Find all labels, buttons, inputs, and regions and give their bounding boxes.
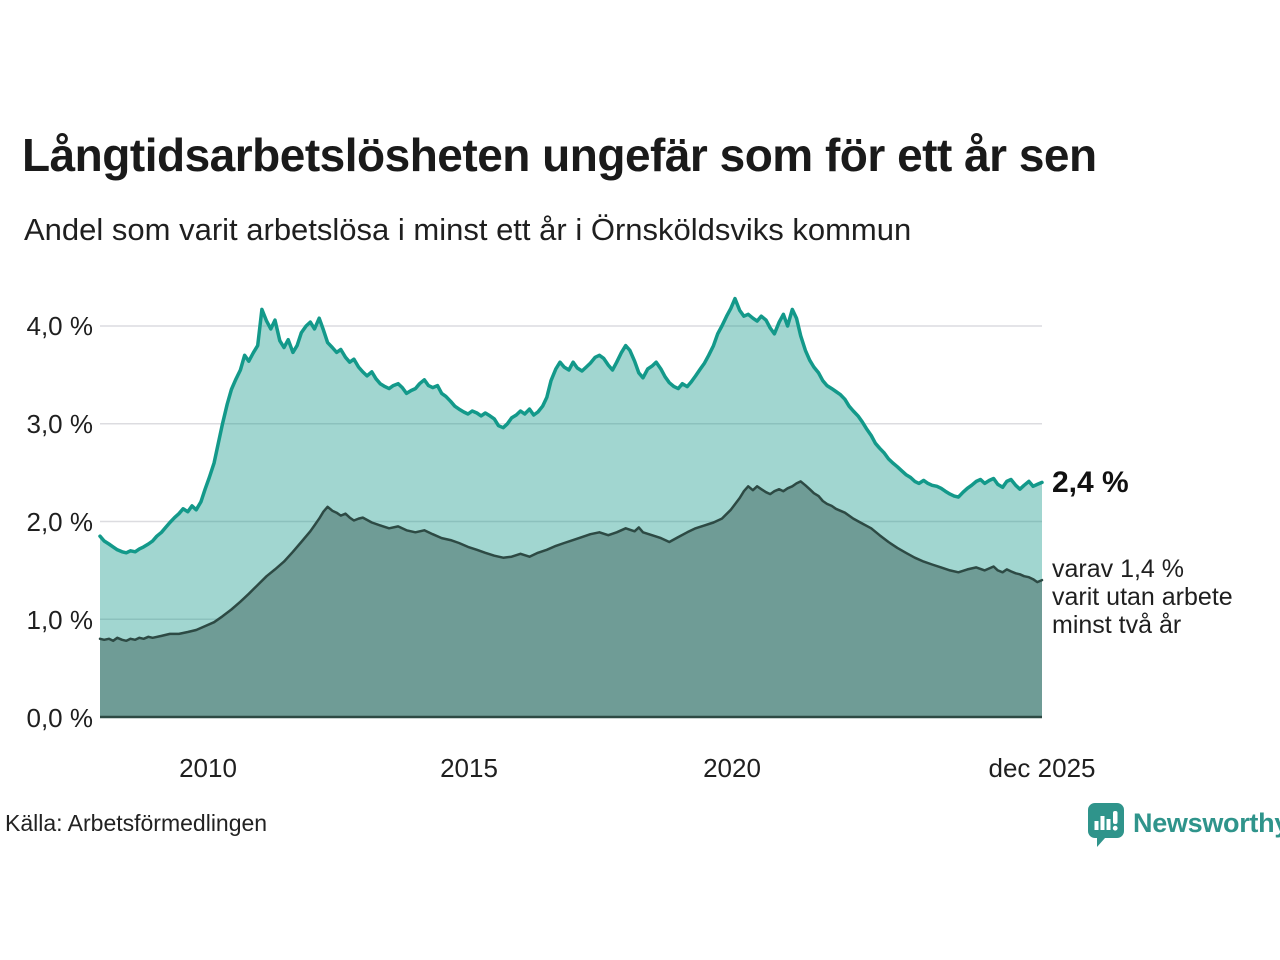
area-sub-2yr (100, 481, 1042, 717)
y-tick-2: 2,0 % (26, 507, 94, 537)
y-tick-3: 3,0 % (26, 409, 94, 439)
line-total-1yr (98, 296, 1044, 555)
line-sub-2yr (98, 480, 1044, 643)
bar-chart-icon (1094, 811, 1118, 831)
annotation-sub-line-3: minst två år (1052, 611, 1182, 639)
source-credit: Källa: Arbetsförmedlingen (5, 810, 268, 836)
y-tick-1: 1,0 % (26, 605, 94, 635)
x-tick-2015: 2015 (440, 753, 498, 783)
page-title: Långtidsarbetslösheten ungefär som för e… (22, 129, 1097, 181)
annotation-latest-sub: varav 1,4 % varit utan arbete minst två … (1052, 555, 1233, 639)
annotation-sub-line-1: varav 1,4 % (1052, 555, 1185, 583)
brand-name: Newsworthy (1133, 808, 1280, 838)
y-tick-4: 4,0 % (26, 311, 94, 341)
y-tick-0: 0,0 % (26, 703, 94, 733)
x-tick-2010: 2010 (179, 753, 237, 783)
newsworthy-logo: Newsworthy (1088, 803, 1280, 849)
annotation-sub-line-2: varit utan arbete (1052, 583, 1233, 611)
chart-subtitle: Andel som varit arbetslösa i minst ett å… (24, 212, 912, 247)
annotation-latest-total: 2,4 % (1052, 466, 1129, 499)
newsworthy-brand-icon (1088, 803, 1124, 847)
x-tick-2020: 2020 (703, 753, 761, 783)
x-tick-dec-2025: dec 2025 (988, 753, 1096, 783)
